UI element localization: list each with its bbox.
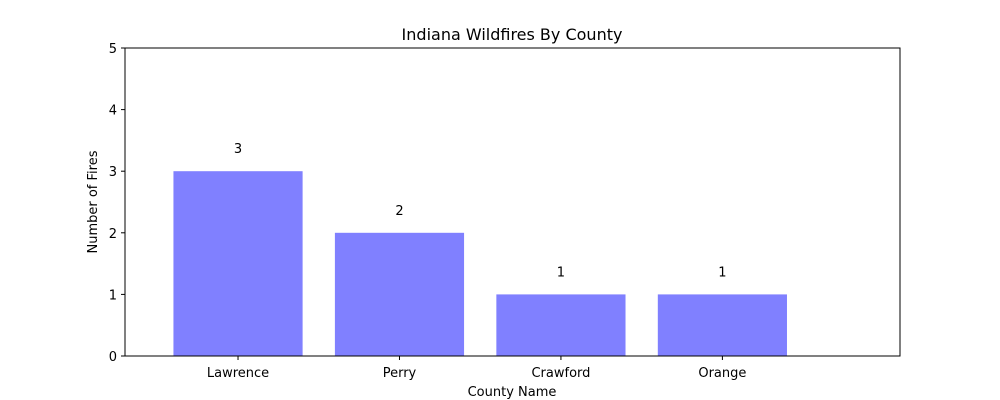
bar-value-label: 3 [234,142,242,157]
bar-value-label: 1 [718,265,726,280]
bar-crawford [496,294,626,356]
x-tick-label: Lawrence [207,366,269,381]
y-tick-label: 0 [109,350,117,365]
y-axis-label: Number of Fires [86,150,101,253]
y-tick-label: 1 [109,288,117,303]
y-tick-label: 2 [109,227,117,242]
bar-perry [334,232,465,356]
y-tick-label: 5 [109,42,117,57]
bar-labels-layer: 3 2 1 1 [234,142,727,280]
bar-value-label: 1 [557,265,565,280]
x-tick-label: Crawford [531,366,590,381]
bar-orange [657,294,787,356]
y-tick-label: 4 [109,104,117,119]
chart-title: Indiana Wildfires By County [402,25,623,44]
bar-lawrence [173,171,303,356]
x-axis-label: County Name [468,385,557,400]
y-tick-label: 3 [109,165,117,180]
x-axis: Lawrence Perry Crawford Orange [207,356,746,381]
x-tick-label: Orange [698,366,746,381]
x-tick-label: Perry [383,366,417,381]
bars-layer [173,171,787,356]
y-axis: 0 1 2 3 4 5 [109,42,125,365]
plot-frame [124,47,901,357]
bar-value-label: 2 [395,204,403,219]
